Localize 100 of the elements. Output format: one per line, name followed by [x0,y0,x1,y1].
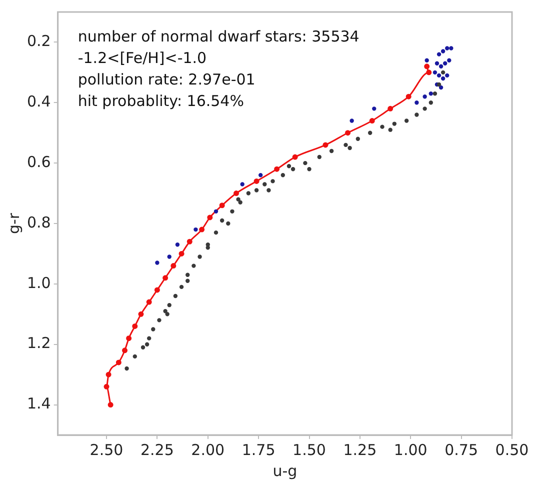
x-tick-label: 2.50 [90,440,124,459]
point [445,73,450,78]
point [199,226,205,232]
annotation: pollution rate: 2.97e-01 [78,70,256,88]
point [350,118,354,123]
point [138,311,144,317]
point [442,61,448,66]
point [230,209,234,214]
x-tick-label: 1.25 [343,440,377,459]
point [146,336,152,340]
point [173,294,178,298]
annotation: hit probablity: 16.54% [78,92,244,110]
point [162,275,168,281]
point [126,336,132,342]
point [424,64,430,70]
point [122,348,128,354]
x-tick-label: 1.75 [242,440,276,459]
point [220,218,224,223]
y-tick-label: 0.8 [26,213,51,232]
point [368,130,372,135]
point [238,200,242,204]
point [240,182,244,186]
point [206,246,210,250]
x-axis-title: u-g [272,462,298,480]
point [254,188,259,192]
point [170,263,176,269]
point [432,91,438,96]
point [428,100,434,105]
point [236,197,240,202]
y-tick-label: 1.0 [26,274,51,292]
point [348,146,352,150]
point [151,327,156,332]
point [124,366,129,371]
point [214,209,218,214]
point [262,182,267,186]
point [292,154,298,160]
point [414,100,419,105]
y-tick-label: 0.4 [26,92,51,111]
point [194,227,198,232]
annotation: -1.2<[Fe/H]<-1.0 [78,48,207,67]
point [449,46,454,50]
point [132,323,138,329]
point [270,179,275,184]
point [226,221,230,226]
point [356,136,360,141]
x-tick-label: 2.25 [140,440,174,459]
point [186,278,190,284]
y-tick-label: 0.6 [26,152,51,171]
point [369,118,375,124]
point [104,384,110,390]
point [434,61,440,66]
point [422,106,427,111]
point [167,302,172,308]
point [246,191,251,196]
point [192,264,196,268]
y-tick-label: 1.4 [26,394,51,413]
point [274,166,280,172]
point [406,94,412,100]
point [155,260,160,265]
point [380,124,384,129]
point [186,238,192,244]
point [440,49,446,54]
point [165,312,170,316]
point [438,64,444,68]
point [372,106,376,111]
x-tick-label: 2.00 [191,440,225,459]
point [404,118,409,123]
point [163,309,168,314]
point [428,91,434,96]
point [214,230,218,235]
y-tick-label: 1.2 [26,334,51,352]
point [345,130,351,136]
point [140,345,146,350]
point [254,178,260,184]
x-tick-label: 1.00 [394,440,428,459]
y-tick-label: 0.2 [26,32,51,50]
point [426,70,432,76]
point [447,58,452,62]
point [436,52,442,56]
point [157,318,162,322]
point [266,188,271,192]
point [280,173,285,178]
point [290,167,296,172]
point [234,190,240,196]
point [179,284,184,290]
point [154,287,160,293]
point [388,128,392,132]
point [116,360,122,366]
point [106,372,112,378]
point [186,272,190,277]
point [175,242,180,247]
point [144,342,150,346]
point [329,148,334,154]
point [438,85,444,90]
point [317,154,322,160]
point [322,142,328,148]
point [219,202,225,208]
x-tick-label: 0.50 [495,440,529,459]
point [146,299,152,305]
point [414,112,419,117]
